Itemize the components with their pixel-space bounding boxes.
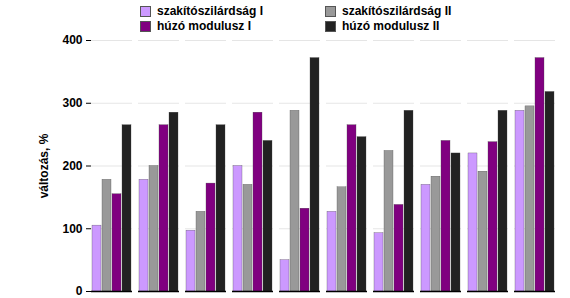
svg-text:300: 300 (62, 96, 82, 110)
html-text:húzó modulusz I: húzó modulusz I (157, 19, 251, 33)
svg-text:változás, %: változás, % (37, 133, 51, 198)
svg-text:0: 0 (76, 284, 83, 298)
html-text:szakítószilárdság I: szakítószilárdság I (157, 4, 263, 18)
svg-text:400: 400 (62, 33, 82, 47)
svg-text:200: 200 (62, 159, 82, 173)
svg-text:100: 100 (62, 222, 82, 236)
html-text:húzó modulusz II: húzó modulusz II (342, 19, 440, 33)
html-text:szakítószilárdság II: szakítószilárdság II (342, 4, 452, 18)
